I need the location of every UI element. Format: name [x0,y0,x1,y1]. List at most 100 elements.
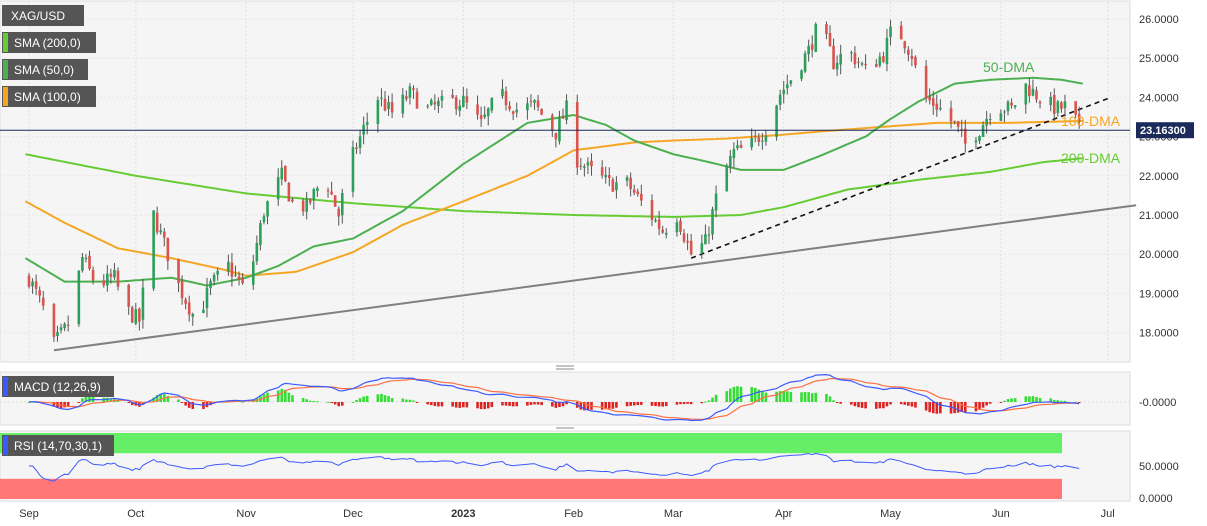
candle-body [632,189,636,193]
candle-body [308,198,312,203]
candle-body [280,167,284,180]
macd-histogram-bar [828,396,832,402]
candle-body [661,229,664,233]
date-tick-label: Nov [236,508,256,520]
candle-body [284,165,287,181]
candle-body [237,276,241,280]
candle-body [415,91,419,109]
macd-histogram-bar [56,402,59,408]
macd-histogram-bar [316,401,319,403]
candle-body [340,193,344,216]
candle-body [486,108,490,117]
macd-histogram-bar [351,401,355,403]
candle-body [1006,101,1010,112]
candle-body [757,137,761,142]
price-panel: 50-DMA 100-DMA 200-DMA XAG/USD SMA (200,… [0,0,1137,500]
macd-histogram-bar [778,391,782,402]
candle-body [782,89,786,95]
candle-body [84,257,88,260]
macd-histogram-bar [511,402,515,407]
macd-histogram-bar [825,394,828,402]
candle-body [429,99,433,105]
macd-tag[interactable]: MACD (12,26,9) [2,376,114,397]
macd-histogram-bar [949,402,953,414]
candle-body [761,140,764,142]
macd-histogram-bar [686,402,689,404]
macd-histogram-bar [935,402,939,414]
macd-histogram-bar [458,402,462,408]
candle-body [939,107,942,110]
sma-100-tag[interactable]: SMA (100,0) [2,86,96,107]
candle-body [401,94,405,114]
date-tick-label: Mar [664,508,683,520]
symbol-tag[interactable]: XAG/USD [2,5,84,26]
macd-histogram-bar [1038,398,1042,402]
candle-body [561,116,565,119]
macd-histogram-bar [1003,400,1006,402]
candle-body [408,86,412,98]
macd-histogram-bar [1028,396,1031,402]
macd-histogram-bar [675,402,679,405]
macd-histogram-bar [999,402,1003,403]
candle-body [864,63,867,65]
candle-body [910,55,914,59]
date-axis: Sep Oct Nov Dec 2023 Feb Mar Apr May Jun Jul [19,508,1115,520]
candle-body [956,121,960,127]
macd-histogram-bar [415,402,419,403]
candle-body [1035,90,1038,100]
candle-body [355,147,358,150]
candle-body [575,101,579,168]
macd-histogram-bar [910,402,914,407]
macd-histogram-bar [52,402,56,407]
macd-histogram-bar [326,401,330,403]
panel-resize-handle-macd[interactable] [556,365,574,370]
macd-histogram-bar [960,402,964,413]
candle-body [714,193,718,211]
macd-histogram-bar [753,387,757,402]
macd-histogram-bar [437,402,440,407]
candle-body [675,222,679,233]
macd-histogram-bar [380,393,383,402]
candle-body [565,100,568,121]
candle-body [479,115,483,120]
price-tick-label: 21.0000 [1139,210,1179,222]
candle-body [458,105,462,111]
sma-200-tag[interactable]: SMA (200,0) [2,32,96,53]
candle-body [985,118,988,126]
candle-body [807,45,810,55]
rsi-tag[interactable]: RSI (14,70,30,1) [2,435,114,456]
macd-histogram-bar [565,402,568,405]
candle-body [1060,102,1063,109]
macd-histogram-bar [66,402,70,407]
macd-histogram-bar [280,388,284,402]
macd-histogram-bar [928,402,931,413]
candle-body [462,95,465,107]
macd-histogram-bar [1056,400,1060,402]
sma-50-tag[interactable]: SMA (50,0) [2,59,88,80]
macd-histogram-bar [985,402,988,406]
macd-histogram-bar [629,402,632,406]
candle-body [825,24,828,34]
candle-body [31,281,34,287]
candle-body [130,307,134,323]
macd-histogram-bar [1077,402,1081,403]
candle-body [604,174,608,178]
candle-body [451,94,454,98]
macd-histogram-bar [241,401,244,403]
candle-body [259,223,262,246]
macd-histogram-bar [757,389,761,402]
price-axis: 26.000025.000024.000023.000022.000021.00… [1139,14,1179,340]
macd-histogram-bar [554,402,558,408]
macd-histogram-bar [127,402,130,403]
macd-histogram-bar [483,402,486,410]
candle-body [586,162,590,166]
macd-histogram-bar [889,402,892,405]
macd-histogram-bar [365,395,369,402]
rsi-axis: 50.0000 0.0000 [1139,461,1179,505]
price-tick-label: 18.0000 [1139,328,1179,340]
candle-body [501,88,504,97]
macd-histogram-bar [800,392,803,402]
macd-histogram-bar [1063,400,1067,402]
macd-histogram-bar [903,402,907,405]
